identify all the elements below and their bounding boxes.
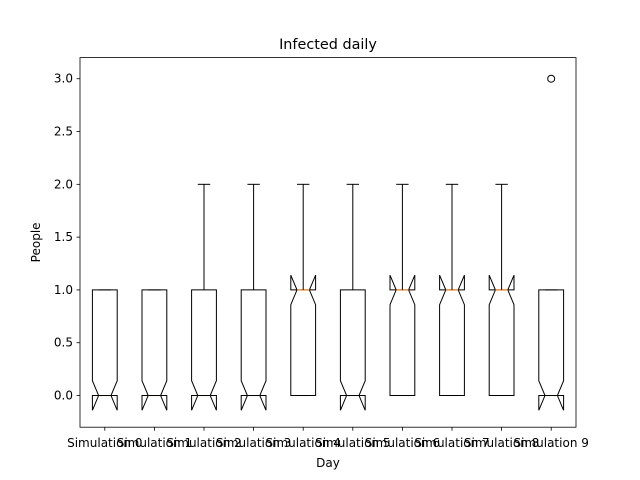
- box-body: [339, 289, 366, 411]
- plot-area: [91, 74, 565, 411]
- y-axis: 0.0 0.5 1.0 1.5 2.0 2.5 3.0: [54, 72, 80, 403]
- x-tick-label: Simulation 8: [464, 436, 539, 450]
- box-body: [439, 274, 465, 397]
- box-9: [538, 74, 565, 411]
- box-body: [538, 289, 565, 411]
- box-4: [290, 183, 317, 397]
- box-0: [91, 289, 118, 411]
- y-tick-label: 1.0: [54, 283, 73, 297]
- y-tick-label: 2.0: [54, 177, 73, 191]
- x-tick-label: Simulation 2: [166, 436, 241, 450]
- x-axis-label: Day: [316, 456, 340, 470]
- x-tick-label: Simulation 1: [117, 436, 192, 450]
- box-7: [439, 183, 465, 397]
- y-axis-label: People: [29, 222, 43, 262]
- chart-title: Infected daily: [279, 37, 377, 53]
- outlier-point: [547, 74, 556, 83]
- y-tick-label: 0.5: [54, 336, 73, 350]
- box-5: [339, 183, 366, 411]
- x-tick-label: Simulation 5: [315, 436, 390, 450]
- box-body: [290, 274, 317, 397]
- x-tick-label: Simulation 7: [414, 436, 489, 450]
- box-body: [91, 289, 118, 411]
- box-2: [191, 183, 217, 411]
- x-tick-label: Simulation 3: [216, 436, 291, 450]
- axes-frame: [79, 57, 577, 428]
- x-tick-label: Simulation 6: [365, 436, 440, 450]
- box-body: [191, 289, 217, 411]
- x-tick-label: Simulation 9: [514, 436, 589, 450]
- box-6: [389, 183, 416, 397]
- box-body: [240, 289, 267, 411]
- box-body: [389, 274, 416, 397]
- x-tick-label: Simulation 4: [266, 436, 341, 450]
- x-tick-label: Simulation 0: [67, 436, 142, 450]
- box-8: [488, 183, 515, 397]
- box-body: [488, 274, 515, 397]
- y-tick-label: 1.5: [54, 230, 73, 244]
- y-tick-label: 2.5: [54, 125, 73, 139]
- box-3: [240, 183, 267, 411]
- box-body: [141, 289, 168, 411]
- y-tick-label: 0.0: [54, 389, 73, 403]
- box-1: [141, 289, 168, 411]
- y-tick-label: 3.0: [54, 72, 73, 86]
